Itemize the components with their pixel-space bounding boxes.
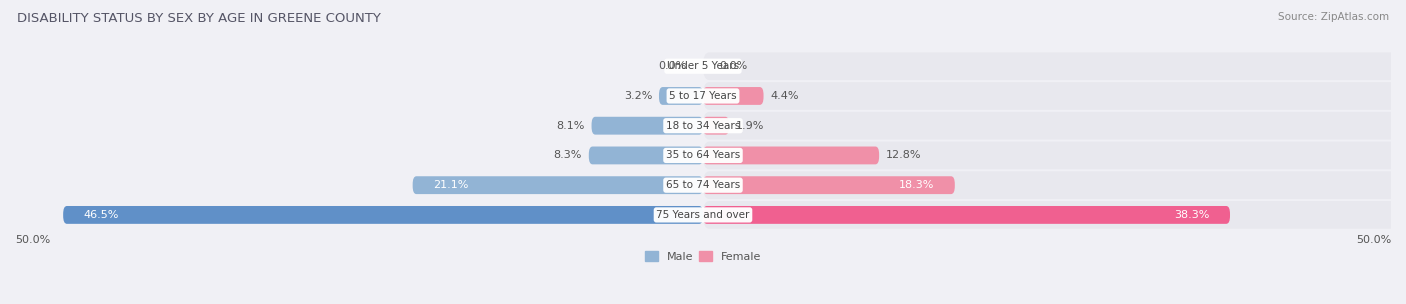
FancyBboxPatch shape: [703, 201, 1406, 229]
Text: 46.5%: 46.5%: [84, 210, 120, 220]
FancyBboxPatch shape: [703, 142, 1406, 169]
FancyBboxPatch shape: [703, 176, 955, 194]
Text: 8.1%: 8.1%: [557, 121, 585, 131]
Text: 50.0%: 50.0%: [1355, 235, 1391, 245]
Text: 35 to 64 Years: 35 to 64 Years: [666, 150, 740, 161]
Text: 18 to 34 Years: 18 to 34 Years: [666, 121, 740, 131]
FancyBboxPatch shape: [703, 82, 1406, 110]
FancyBboxPatch shape: [413, 176, 703, 194]
Text: 75 Years and over: 75 Years and over: [657, 210, 749, 220]
FancyBboxPatch shape: [703, 206, 1230, 224]
Text: 1.9%: 1.9%: [735, 121, 765, 131]
FancyBboxPatch shape: [703, 147, 879, 164]
Text: 21.1%: 21.1%: [433, 180, 468, 190]
Text: 0.0%: 0.0%: [720, 61, 748, 71]
FancyBboxPatch shape: [703, 87, 763, 105]
FancyBboxPatch shape: [592, 117, 703, 135]
Text: 18.3%: 18.3%: [898, 180, 934, 190]
FancyBboxPatch shape: [703, 52, 1406, 80]
Text: Under 5 Years: Under 5 Years: [666, 61, 740, 71]
Text: 38.3%: 38.3%: [1174, 210, 1209, 220]
FancyBboxPatch shape: [703, 171, 1406, 199]
Text: DISABILITY STATUS BY SEX BY AGE IN GREENE COUNTY: DISABILITY STATUS BY SEX BY AGE IN GREEN…: [17, 12, 381, 25]
FancyBboxPatch shape: [63, 206, 703, 224]
FancyBboxPatch shape: [659, 87, 703, 105]
Text: 4.4%: 4.4%: [770, 91, 799, 101]
FancyBboxPatch shape: [589, 147, 703, 164]
Text: Source: ZipAtlas.com: Source: ZipAtlas.com: [1278, 12, 1389, 22]
Legend: Male, Female: Male, Female: [640, 247, 766, 266]
FancyBboxPatch shape: [703, 117, 730, 135]
Text: 8.3%: 8.3%: [554, 150, 582, 161]
Text: 65 to 74 Years: 65 to 74 Years: [666, 180, 740, 190]
Text: 50.0%: 50.0%: [15, 235, 51, 245]
Text: 3.2%: 3.2%: [624, 91, 652, 101]
Text: 5 to 17 Years: 5 to 17 Years: [669, 91, 737, 101]
FancyBboxPatch shape: [703, 112, 1406, 140]
Text: 0.0%: 0.0%: [658, 61, 686, 71]
Text: 12.8%: 12.8%: [886, 150, 921, 161]
